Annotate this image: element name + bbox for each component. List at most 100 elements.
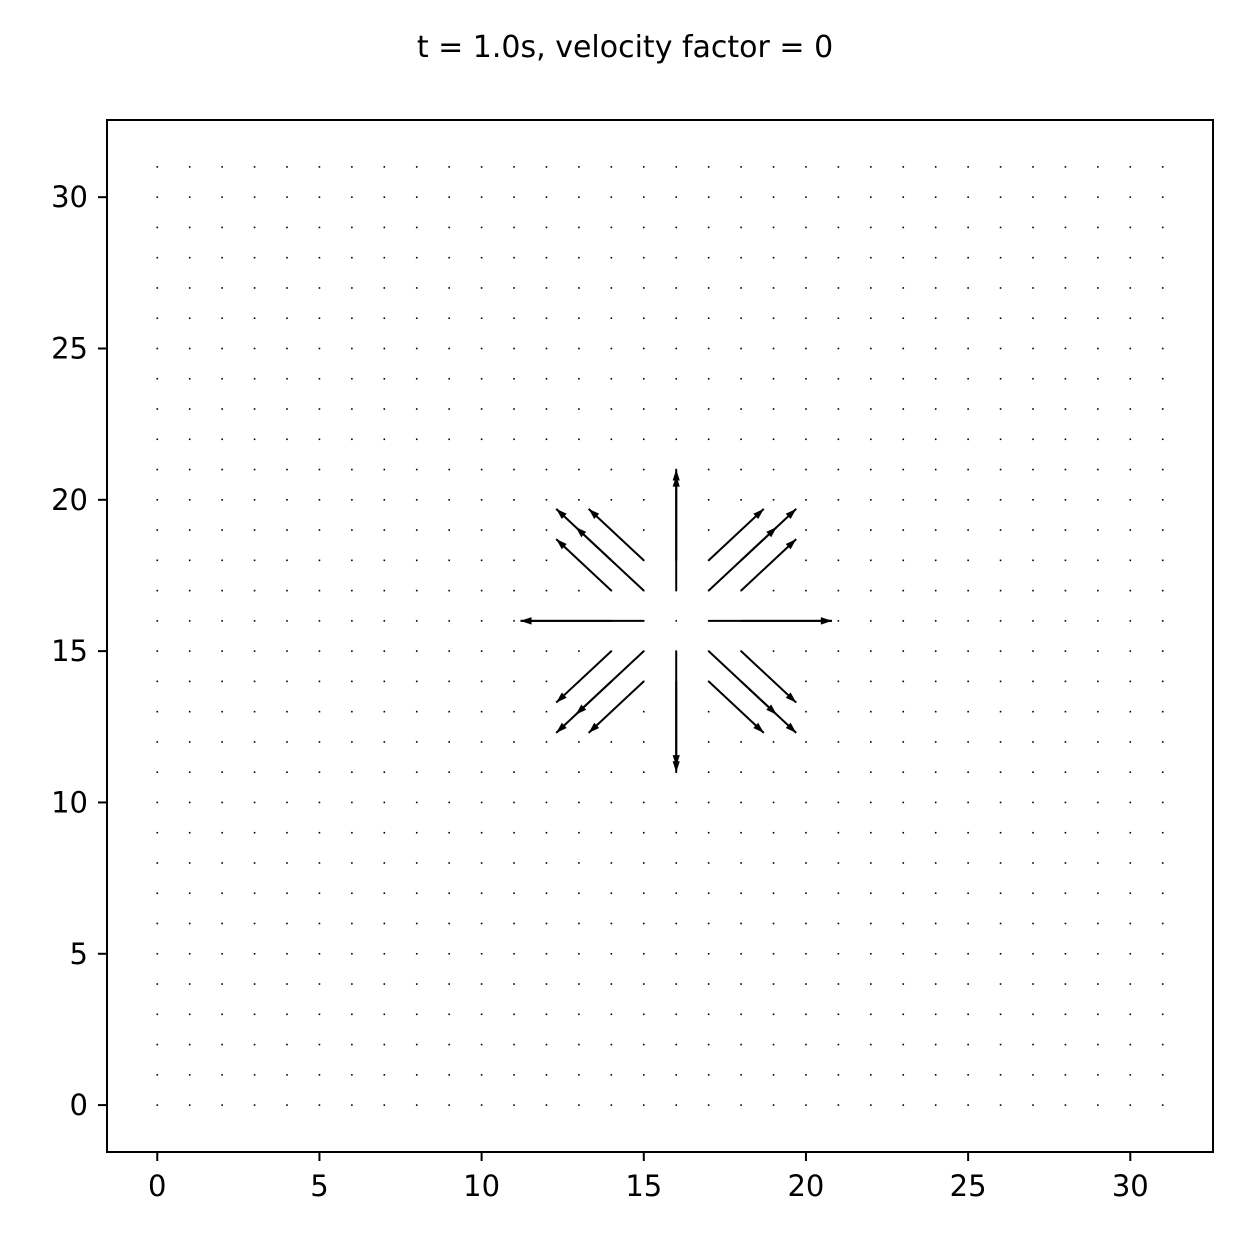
grid-point (221, 650, 223, 652)
grid-point (902, 1043, 905, 1046)
grid-point (351, 1104, 353, 1106)
grid-point (870, 1013, 872, 1016)
grid-point (805, 922, 807, 925)
grid-point (253, 620, 256, 622)
grid-point (221, 317, 223, 320)
grid-point (383, 650, 386, 652)
grid-point (318, 1013, 321, 1016)
grid-point (253, 801, 256, 804)
grid-point (383, 1104, 386, 1106)
grid-point (870, 620, 872, 622)
grid-point (1161, 952, 1164, 955)
grid-point (642, 983, 645, 985)
grid-point (286, 377, 288, 380)
grid-point (188, 771, 191, 773)
grid-point (870, 317, 872, 320)
vector-arrow (555, 538, 613, 592)
grid-point (415, 741, 418, 743)
grid-point (805, 1104, 807, 1106)
grid-point (642, 408, 645, 410)
grid-point (675, 377, 678, 380)
grid-point (253, 226, 256, 229)
grid-point (448, 620, 450, 622)
grid-point (1032, 226, 1034, 229)
grid-point (740, 468, 742, 471)
vector-arrow (707, 680, 765, 734)
grid-point (740, 801, 742, 804)
grid-point (999, 287, 1002, 289)
grid-point (707, 166, 710, 168)
grid-point (999, 741, 1002, 743)
grid-point (1032, 468, 1034, 471)
grid-point (837, 226, 840, 229)
grid-point (1129, 1074, 1132, 1076)
grid-point (318, 801, 321, 804)
arrow-head (766, 527, 777, 538)
grid-point (740, 922, 742, 925)
grid-point (286, 196, 288, 198)
grid-point (448, 650, 450, 652)
grid-point (740, 256, 742, 259)
grid-point (1129, 589, 1132, 592)
grid-point (253, 831, 256, 834)
grid-point (156, 1013, 159, 1016)
grid-point (1064, 287, 1067, 289)
grid-point (253, 589, 256, 592)
grid-point (740, 377, 742, 380)
grid-point (351, 256, 353, 259)
grid-point (545, 650, 548, 652)
grid-point (545, 710, 548, 713)
grid-point (902, 559, 905, 562)
grid-point (642, 922, 645, 925)
vector-arrow (740, 526, 778, 562)
grid-point (318, 892, 321, 895)
grid-point (902, 983, 905, 985)
grid-point (772, 892, 775, 895)
grid-point (578, 892, 580, 895)
grid-point (967, 983, 969, 985)
grid-point (1129, 620, 1132, 622)
grid-point (188, 408, 191, 410)
grid-point (1161, 499, 1164, 501)
grid-point (253, 983, 256, 985)
grid-point (415, 983, 418, 985)
grid-point (318, 408, 321, 410)
grid-point (253, 499, 256, 501)
grid-point (837, 256, 840, 259)
grid-point (480, 831, 483, 834)
grid-dots (156, 166, 1164, 1106)
grid-point (578, 408, 580, 410)
grid-point (480, 650, 483, 652)
arrow-head (753, 508, 764, 520)
x-tick-label: 0 (148, 1169, 166, 1203)
grid-point (480, 1074, 483, 1076)
grid-point (870, 831, 872, 834)
grid-point (578, 1074, 580, 1076)
grid-point (221, 408, 223, 410)
grid-point (707, 983, 710, 985)
grid-point (1161, 650, 1164, 652)
grid-point (642, 710, 645, 713)
grid-point (805, 741, 807, 743)
grid-point (1161, 801, 1164, 804)
grid-point (837, 408, 840, 410)
grid-point (415, 862, 418, 864)
grid-point (675, 1074, 678, 1076)
arrow-head (672, 761, 680, 773)
grid-point (934, 196, 937, 198)
grid-point (578, 196, 580, 198)
grid-point (805, 983, 807, 985)
grid-point (286, 952, 288, 955)
grid-point (805, 529, 807, 531)
grid-point (772, 1043, 775, 1046)
grid-point (967, 499, 969, 501)
grid-point (286, 862, 288, 864)
grid-point (902, 680, 905, 683)
grid-point (545, 1074, 548, 1076)
grid-point (1064, 1074, 1067, 1076)
grid-point (415, 196, 418, 198)
grid-point (707, 620, 710, 622)
grid-point (513, 922, 515, 925)
grid-point (1161, 892, 1164, 895)
grid-point (999, 983, 1002, 985)
